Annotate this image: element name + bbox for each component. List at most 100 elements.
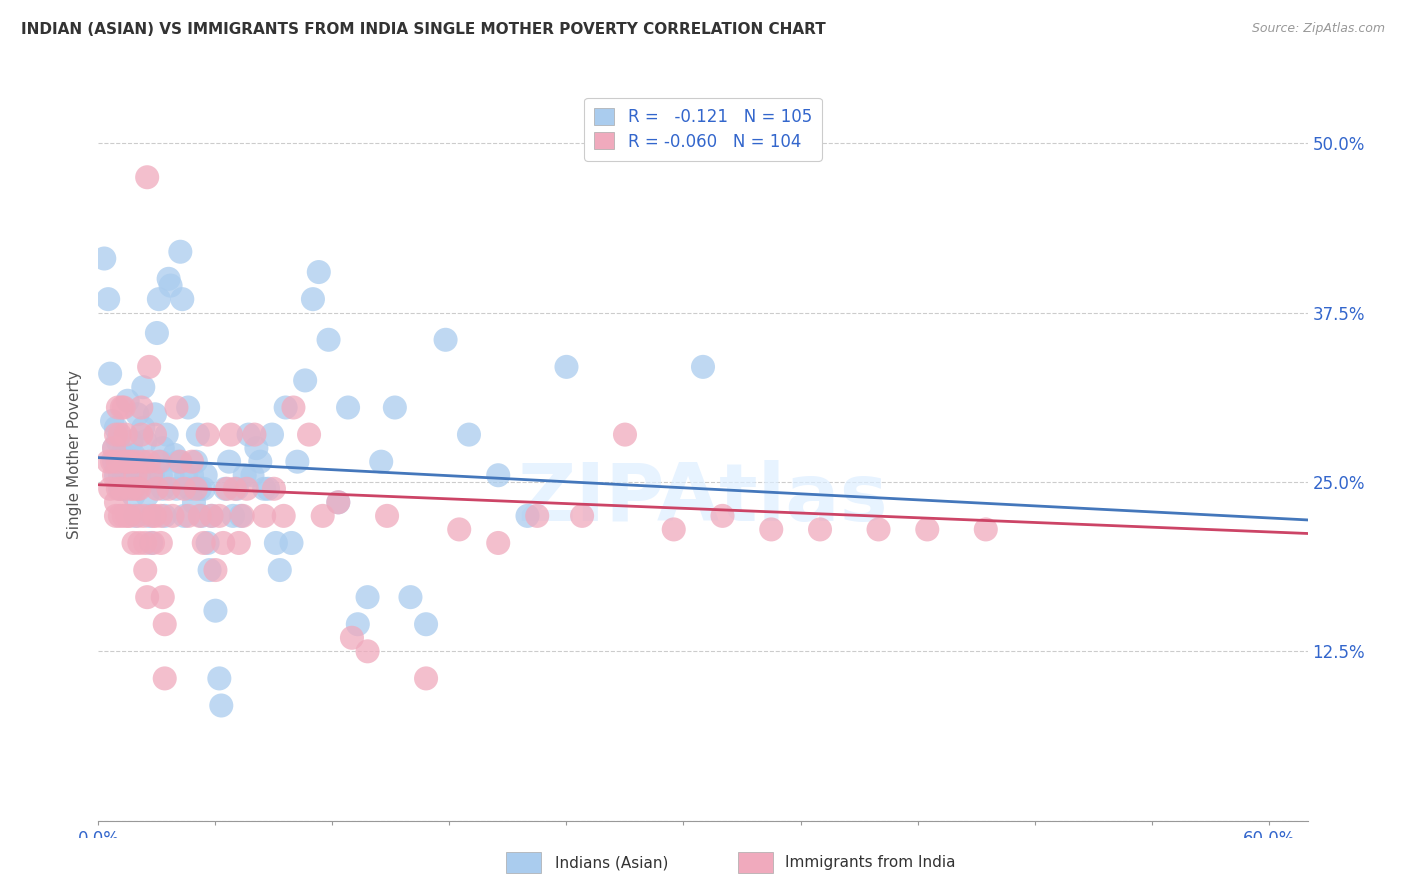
Point xyxy=(761,523,783,537)
Point xyxy=(209,698,232,713)
Point xyxy=(128,482,150,496)
Point xyxy=(179,482,201,496)
Point xyxy=(136,489,159,503)
Point xyxy=(153,672,176,686)
Point xyxy=(269,563,291,577)
Point xyxy=(308,265,330,279)
Point xyxy=(138,455,160,469)
Point xyxy=(124,508,146,523)
Point xyxy=(104,468,127,483)
Point xyxy=(194,468,217,483)
Point xyxy=(233,468,256,483)
Point xyxy=(132,508,155,523)
Point xyxy=(165,482,187,496)
Point xyxy=(111,455,134,469)
Point xyxy=(197,536,219,550)
Point xyxy=(114,482,136,496)
Point xyxy=(302,292,325,306)
Point xyxy=(117,455,139,469)
Point xyxy=(273,508,295,523)
Point xyxy=(337,401,360,415)
Point xyxy=(312,508,335,523)
Point xyxy=(356,590,378,604)
Point xyxy=(97,455,120,469)
Point xyxy=(136,170,159,185)
Point xyxy=(122,448,145,462)
Point xyxy=(974,523,997,537)
Point xyxy=(458,427,481,442)
Point xyxy=(98,367,121,381)
Point xyxy=(139,536,162,550)
Point xyxy=(132,421,155,435)
Point xyxy=(571,508,593,523)
Point xyxy=(139,468,162,483)
Point xyxy=(157,272,180,286)
Point xyxy=(193,482,215,496)
Point xyxy=(134,434,156,449)
Point xyxy=(97,292,120,306)
Point xyxy=(124,468,146,483)
Point xyxy=(121,455,143,469)
Point xyxy=(191,508,214,523)
Point xyxy=(152,590,174,604)
Point xyxy=(104,427,127,442)
Point xyxy=(249,455,271,469)
Point xyxy=(263,482,285,496)
Point xyxy=(103,441,125,455)
Point xyxy=(114,455,136,469)
Point xyxy=(112,401,135,415)
Point xyxy=(132,380,155,394)
Point xyxy=(134,536,156,550)
Point xyxy=(197,427,219,442)
Point xyxy=(200,508,222,523)
Point xyxy=(208,672,231,686)
Point xyxy=(868,523,890,537)
Point xyxy=(340,631,363,645)
Point xyxy=(107,434,129,449)
Point xyxy=(138,508,160,523)
Point xyxy=(142,536,165,550)
Point xyxy=(153,508,176,523)
Point xyxy=(146,326,169,340)
Point xyxy=(143,508,166,523)
Point xyxy=(384,401,406,415)
Point xyxy=(238,427,260,442)
Point xyxy=(165,401,187,415)
Point xyxy=(260,427,283,442)
Point xyxy=(181,468,204,483)
Point xyxy=(486,468,509,483)
Point xyxy=(228,536,250,550)
Point xyxy=(242,468,264,483)
Point xyxy=(146,482,169,496)
Point xyxy=(516,508,538,523)
Point xyxy=(253,508,276,523)
Point xyxy=(111,448,134,462)
Point xyxy=(114,448,136,462)
Text: Immigrants from India: Immigrants from India xyxy=(785,855,955,870)
Point xyxy=(108,482,131,496)
Point xyxy=(159,278,181,293)
Point xyxy=(187,427,209,442)
Point xyxy=(111,482,134,496)
Point xyxy=(808,523,831,537)
Point xyxy=(138,359,160,374)
Point xyxy=(204,604,226,618)
Point xyxy=(917,523,939,537)
Point xyxy=(117,508,139,523)
Point xyxy=(188,482,211,496)
Point xyxy=(173,482,195,496)
Point xyxy=(149,536,172,550)
Point xyxy=(103,468,125,483)
Point xyxy=(204,563,226,577)
Point xyxy=(122,536,145,550)
Point xyxy=(711,508,734,523)
Point xyxy=(152,482,174,496)
Point xyxy=(370,455,392,469)
Point xyxy=(107,482,129,496)
Point xyxy=(294,373,316,387)
Point xyxy=(143,407,166,421)
Point xyxy=(118,508,141,523)
Point xyxy=(103,455,125,469)
Point xyxy=(107,455,129,469)
Y-axis label: Single Mother Poverty: Single Mother Poverty xyxy=(67,370,83,540)
